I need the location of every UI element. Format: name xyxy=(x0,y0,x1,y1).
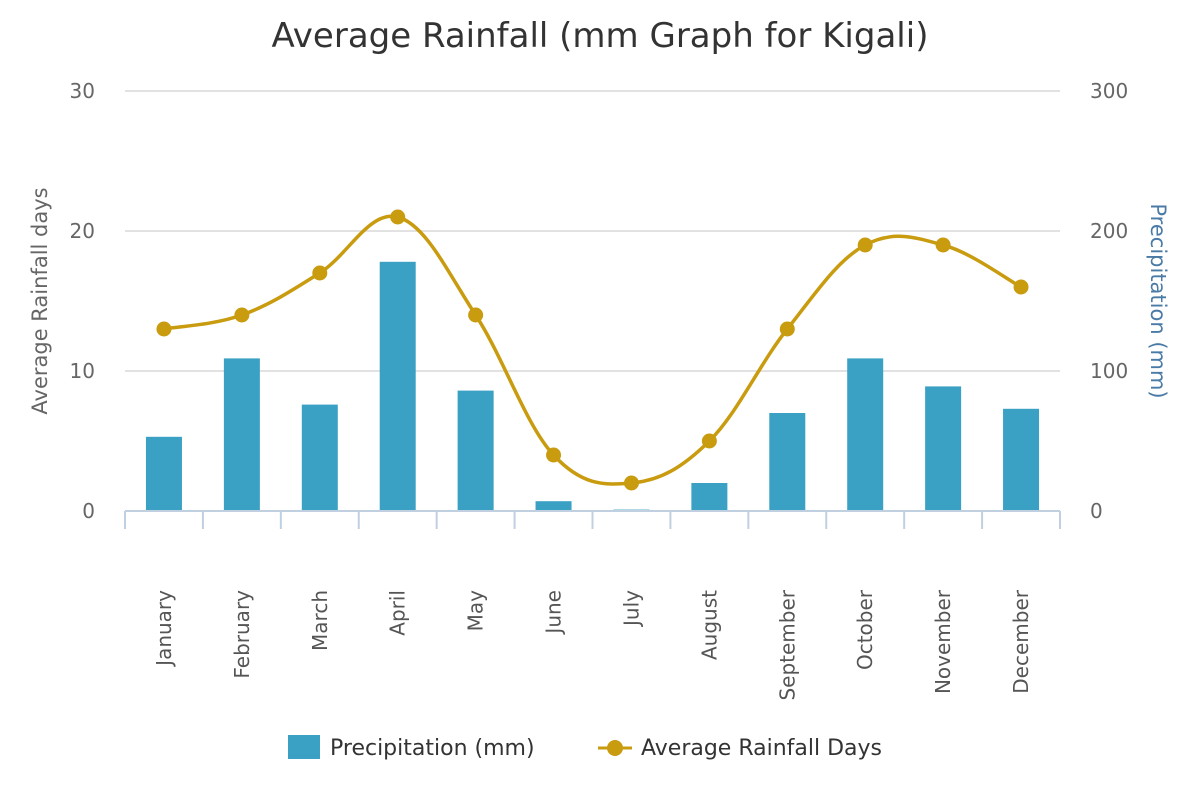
category-label: November xyxy=(931,589,955,694)
precipitation-bar[interactable] xyxy=(691,483,728,511)
category-label: July xyxy=(619,590,643,628)
rainfall-days-point[interactable] xyxy=(546,447,562,463)
rainfall-days-point[interactable] xyxy=(779,321,795,337)
category-label: April xyxy=(386,590,410,636)
rainfall-days-point[interactable] xyxy=(156,321,172,337)
rainfall-days-point[interactable] xyxy=(312,265,328,281)
left-tick-label: 10 xyxy=(70,359,95,383)
category-label: January xyxy=(152,590,176,668)
gridlines xyxy=(125,90,1060,372)
rainfall-days-point[interactable] xyxy=(468,307,484,323)
precipitation-bar[interactable] xyxy=(379,261,416,511)
precipitation-bar[interactable] xyxy=(223,358,260,511)
precipitation-bar[interactable] xyxy=(769,413,806,511)
right-axis-ticks: 0 100 200 300 xyxy=(1090,79,1128,523)
rainfall-days-point[interactable] xyxy=(1013,279,1029,295)
rainfall-days-point[interactable] xyxy=(234,307,250,323)
legend-item-rainfall-days[interactable]: Average Rainfall Days xyxy=(598,736,882,761)
category-label: August xyxy=(697,590,721,660)
category-label: October xyxy=(853,589,877,670)
legend: Precipitation (mm) Average Rainfall Days xyxy=(288,735,882,761)
rainfall-days-point[interactable] xyxy=(701,433,717,449)
left-tick-label: 0 xyxy=(82,499,95,523)
chart-title: Average Rainfall (mm Graph for Kigali) xyxy=(272,16,929,56)
rainfall-days-line xyxy=(156,209,1029,491)
precipitation-bar[interactable] xyxy=(847,358,884,511)
legend-swatch-precipitation xyxy=(288,735,320,759)
category-label: March xyxy=(308,590,332,651)
legend-marker-rainfall-days xyxy=(607,740,623,756)
left-tick-label: 30 xyxy=(70,79,95,103)
right-tick-label: 100 xyxy=(1090,359,1128,383)
right-axis-title: Precipitation (mm) xyxy=(1146,203,1170,398)
x-axis xyxy=(124,510,1061,529)
rainfall-days-point[interactable] xyxy=(857,237,873,253)
category-labels: January February March April May June July Augu… xyxy=(152,589,1033,700)
precipitation-bar[interactable] xyxy=(1003,408,1040,511)
category-label: June xyxy=(542,590,566,636)
precipitation-bar[interactable] xyxy=(145,436,182,511)
rainfall-days-curve xyxy=(163,214,1022,486)
left-axis-ticks: 0 10 20 30 xyxy=(70,79,95,523)
category-label: May xyxy=(464,590,488,632)
precipitation-bar[interactable] xyxy=(301,404,338,511)
legend-label-precipitation: Precipitation (mm) xyxy=(330,736,535,761)
rainfall-days-point[interactable] xyxy=(935,237,951,253)
right-tick-label: 0 xyxy=(1090,499,1103,523)
precipitation-bars xyxy=(145,261,1040,511)
right-tick-label: 300 xyxy=(1090,79,1128,103)
precipitation-bar[interactable] xyxy=(925,386,962,511)
category-label: December xyxy=(1009,589,1033,693)
legend-label-rainfall-days: Average Rainfall Days xyxy=(641,736,882,761)
precipitation-bar[interactable] xyxy=(535,501,572,511)
category-label: September xyxy=(775,589,799,700)
category-label: February xyxy=(230,590,254,679)
left-axis-title: Average Rainfall days xyxy=(28,187,52,414)
precipitation-bar[interactable] xyxy=(457,390,494,511)
left-tick-label: 20 xyxy=(70,219,95,243)
rainfall-days-point[interactable] xyxy=(623,475,639,491)
right-tick-label: 200 xyxy=(1090,219,1128,243)
rainfall-days-point[interactable] xyxy=(390,209,406,225)
legend-item-precipitation[interactable]: Precipitation (mm) xyxy=(288,735,535,761)
